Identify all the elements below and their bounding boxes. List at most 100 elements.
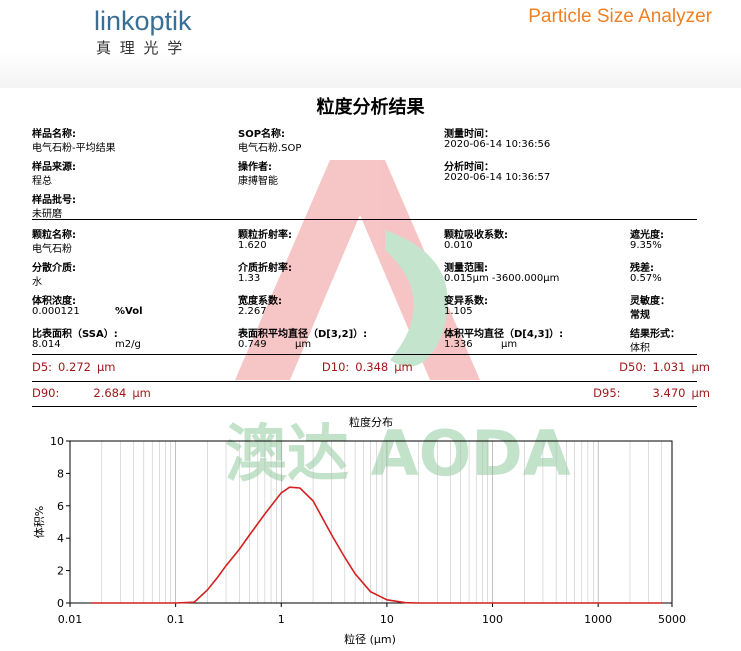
x-tick-label: 5000 xyxy=(658,613,686,626)
field-value: 1.336 xyxy=(444,339,473,350)
y-tick-label: 4 xyxy=(57,532,64,545)
field-value: 0.010 xyxy=(444,240,473,251)
info-row: 分散介质: 水介质折射率: 1.33 测量范围: 0.015μm -3600.000μm… xyxy=(32,259,697,292)
field-value: 水 xyxy=(32,277,42,288)
x-tick-label: 10 xyxy=(380,613,394,626)
y-tick-label: 6 xyxy=(57,500,64,513)
field-label: 介质折射率: xyxy=(238,263,292,274)
field: 测量范围: 0.015μm -3600.000μm xyxy=(444,259,630,292)
d-value: D10: 0.348 μm xyxy=(322,360,413,374)
field: 比表面积（SSA）: 8.014 m2/g xyxy=(32,325,238,358)
field-value: 8.014 xyxy=(32,339,61,350)
field-label: 分析时间： xyxy=(444,162,494,173)
d-label: D10: xyxy=(321,360,350,374)
field-label: SOP名称: xyxy=(238,129,286,140)
field: 样品来源: 程总 xyxy=(32,158,238,191)
d-value: D5: 0.272 μm xyxy=(32,360,116,374)
field: 灵敏度： 常规 xyxy=(630,292,697,325)
field: 操作者: 康搏智能 xyxy=(238,158,444,191)
field-value: 2020-06-14 10:36:57 xyxy=(444,172,551,183)
d-unit: μm xyxy=(691,386,710,400)
field-value: 电气石粉 xyxy=(32,244,72,255)
d-unit: μm xyxy=(691,360,710,374)
d-number: 1.031 xyxy=(652,360,686,374)
field: 结果形式： 体积 xyxy=(630,325,697,358)
y-axis-label: 体积% xyxy=(32,506,46,538)
parameters: 颗粒名称: 电气石粉 颗粒折射率: 1.620 颗粒吸收系数: 0.010 遮光度: 9.35… xyxy=(32,226,697,358)
field-label: 结果形式： xyxy=(630,329,680,340)
brand: linkoptik xyxy=(94,6,192,36)
field-value: 程总 xyxy=(32,176,52,187)
field-value: 2.267 xyxy=(238,306,267,317)
watermark: 澳达 AODA xyxy=(225,417,571,490)
divider xyxy=(32,381,697,382)
field-value: 0.749 xyxy=(238,339,267,350)
d-number: 3.470 xyxy=(652,386,686,400)
plot-frame xyxy=(69,440,673,604)
d-unit: μm xyxy=(96,360,116,374)
divider xyxy=(32,219,697,220)
product: Particle Size Analyzer xyxy=(528,6,712,27)
field-value: 1.620 xyxy=(238,240,267,251)
field-label: 体积平均直径（D[4,3]）: xyxy=(444,329,564,340)
y-tick-label: 0 xyxy=(57,597,64,610)
field-unit: μm xyxy=(501,339,518,350)
d-value: D95: 3.470 μm xyxy=(593,386,710,400)
x-axis-label: 粒径 (μm) xyxy=(344,632,396,646)
d-value: D50: 1.031 μm xyxy=(619,360,710,374)
field: 样品批号: 未研磨 xyxy=(32,191,238,224)
d-number: 0.272 xyxy=(58,360,91,374)
field-value: 常规 xyxy=(630,310,650,321)
field-label: 宽度系数: xyxy=(238,296,282,307)
field-label: 颗粒名称: xyxy=(32,230,76,241)
d-value: D90: 2.684 μm xyxy=(32,386,151,400)
field-label: 样品批号: xyxy=(32,195,76,206)
y-tick-label: 8 xyxy=(57,467,64,480)
field-label: 操作者: xyxy=(238,162,272,173)
field-label: 分散介质: xyxy=(32,263,76,274)
x-tick-label: 0.1 xyxy=(167,613,185,626)
field: 测量时间： 2020-06-14 10:36:56 xyxy=(444,125,630,158)
field-unit: %Vol xyxy=(115,306,143,317)
divider xyxy=(32,354,697,355)
field: 颗粒折射率: 1.620 xyxy=(238,226,444,259)
field: SOP名称: 电气石粉.SOP xyxy=(238,125,444,158)
field-label: 遮光度: xyxy=(630,230,664,241)
field-label: 残差: xyxy=(630,263,654,274)
field-label: 测量时间： xyxy=(444,129,494,140)
field: 颗粒名称: 电气石粉 xyxy=(32,226,238,259)
field-label: 比表面积（SSA）: xyxy=(32,329,118,340)
field: 样品名称: 电气石粉-平均结果 xyxy=(32,125,238,158)
field-label: 变异系数: xyxy=(444,296,488,307)
d-label: D90: xyxy=(32,386,60,400)
field-label: 颗粒折射率: xyxy=(238,230,292,241)
chart-title: 粒度分布 xyxy=(349,415,393,429)
x-tick-label: 1 xyxy=(278,613,285,626)
report-title: 粒度分析结果 xyxy=(316,97,425,118)
field-value: 9.35% xyxy=(630,240,662,251)
d-unit: μm xyxy=(132,386,151,400)
field-value: 电气石粉.SOP xyxy=(238,143,302,154)
x-tick-label: 0.01 xyxy=(58,613,83,626)
y-tick-label: 2 xyxy=(57,565,64,578)
divider xyxy=(32,406,697,407)
d-number: 0.348 xyxy=(355,360,389,374)
field: 宽度系数: 2.267 xyxy=(238,292,444,325)
field: 体积平均直径（D[4,3]）: 1.336 μm xyxy=(444,325,630,358)
y-tick-label: 10 xyxy=(50,435,64,448)
header: linkoptik 真 理 光 学 Particle Size Analyzer xyxy=(0,0,741,88)
field: 表面积平均直径（D[3,2]）: 0.749 μm xyxy=(238,325,444,358)
d-unit: μm xyxy=(394,360,413,374)
field: 颗粒吸收系数: 0.010 xyxy=(444,226,630,259)
d-values: D5: 0.272 μm D10: 0.348 μm D50: 1.031 μm xyxy=(32,360,710,374)
field-unit: m2/g xyxy=(115,339,141,350)
field-value: 0.57% xyxy=(630,273,662,284)
distribution-line xyxy=(91,486,662,604)
field-unit: μm xyxy=(295,339,312,350)
field-label: 体积浓度: xyxy=(32,296,76,307)
brand-cn: 真 理 光 学 xyxy=(96,39,185,57)
field-label: 灵敏度： xyxy=(630,296,670,307)
field: 残差: 0.57% xyxy=(630,259,697,292)
